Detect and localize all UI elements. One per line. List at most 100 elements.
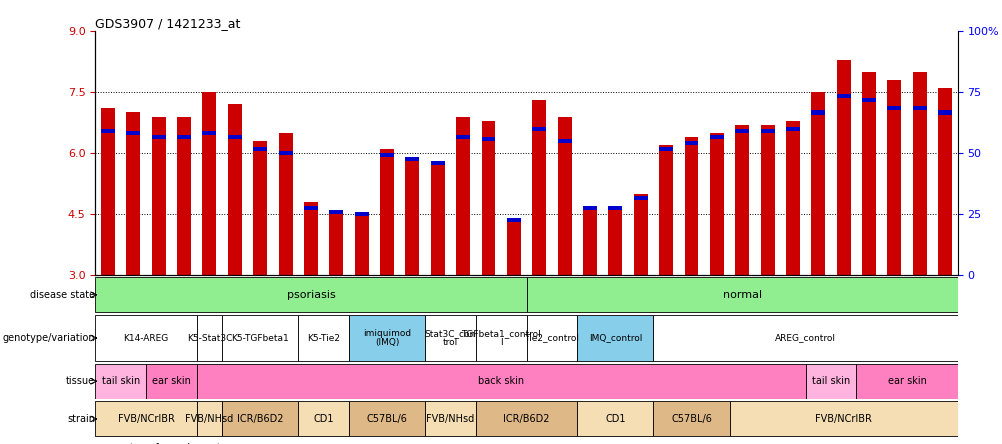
Bar bbox=[151, 135, 165, 139]
Text: tissue: tissue bbox=[66, 376, 95, 386]
Bar bbox=[95, 401, 196, 436]
Bar bbox=[608, 206, 621, 210]
Bar bbox=[481, 137, 495, 141]
Text: C57BL/6: C57BL/6 bbox=[670, 414, 711, 424]
Bar bbox=[304, 202, 318, 275]
Text: psoriasis: psoriasis bbox=[287, 290, 335, 300]
Bar bbox=[862, 72, 875, 275]
Bar bbox=[177, 135, 190, 139]
Text: FVB/NCrIBR: FVB/NCrIBR bbox=[815, 414, 872, 424]
Text: C57BL/6: C57BL/6 bbox=[367, 414, 407, 424]
Bar bbox=[836, 94, 850, 98]
Text: normal: normal bbox=[721, 290, 762, 300]
Bar bbox=[196, 364, 805, 399]
Bar bbox=[937, 88, 951, 275]
Bar bbox=[95, 315, 196, 361]
Bar bbox=[126, 112, 140, 275]
Text: ICR/B6D2: ICR/B6D2 bbox=[236, 414, 284, 424]
Bar bbox=[456, 135, 470, 139]
Bar bbox=[380, 149, 394, 275]
Bar bbox=[734, 129, 748, 133]
Text: ICR/B6D2: ICR/B6D2 bbox=[503, 414, 549, 424]
Bar bbox=[101, 108, 115, 275]
Text: AREG_control: AREG_control bbox=[775, 333, 836, 342]
Bar bbox=[856, 364, 957, 399]
Text: ■: ■ bbox=[105, 443, 115, 444]
Bar bbox=[475, 401, 577, 436]
Bar bbox=[349, 315, 425, 361]
Bar bbox=[425, 401, 475, 436]
Bar bbox=[279, 151, 293, 155]
Bar bbox=[658, 145, 672, 275]
Text: FVB/NCrIBR: FVB/NCrIBR bbox=[117, 414, 174, 424]
Bar bbox=[760, 129, 774, 133]
Bar bbox=[95, 278, 526, 312]
Bar bbox=[221, 401, 298, 436]
Text: tail skin: tail skin bbox=[811, 376, 850, 386]
Bar bbox=[202, 92, 216, 275]
Bar bbox=[355, 214, 369, 275]
Bar bbox=[887, 80, 901, 275]
Text: IMQ_control: IMQ_control bbox=[588, 333, 641, 342]
Bar bbox=[506, 218, 520, 275]
Text: imiquimod
(IMQ): imiquimod (IMQ) bbox=[363, 329, 411, 347]
Bar bbox=[456, 117, 470, 275]
Bar bbox=[652, 401, 728, 436]
Bar bbox=[912, 107, 926, 111]
Bar bbox=[811, 92, 825, 275]
Bar bbox=[349, 401, 425, 436]
Bar bbox=[683, 141, 697, 145]
Bar bbox=[227, 135, 241, 139]
Bar bbox=[836, 59, 850, 275]
Bar bbox=[786, 127, 800, 131]
Bar bbox=[355, 212, 369, 216]
Text: K5-Tie2: K5-Tie2 bbox=[307, 333, 340, 342]
Text: FVB/NHsd: FVB/NHsd bbox=[185, 414, 233, 424]
Bar bbox=[760, 125, 774, 275]
Bar bbox=[431, 161, 444, 275]
Text: strain: strain bbox=[67, 414, 95, 424]
Bar bbox=[652, 315, 957, 361]
Bar bbox=[146, 364, 196, 399]
Text: genotype/variation: genotype/variation bbox=[3, 333, 95, 343]
Bar bbox=[887, 107, 901, 111]
Text: ear skin: ear skin bbox=[152, 376, 190, 386]
Bar bbox=[683, 137, 697, 275]
Bar bbox=[734, 125, 748, 275]
Bar bbox=[506, 218, 520, 222]
Bar bbox=[805, 364, 856, 399]
Bar bbox=[380, 153, 394, 157]
Text: K5-TGFbeta1: K5-TGFbeta1 bbox=[231, 333, 289, 342]
Bar bbox=[481, 121, 495, 275]
Bar bbox=[196, 315, 221, 361]
Text: transformed count: transformed count bbox=[130, 443, 220, 444]
Bar bbox=[253, 147, 267, 151]
Bar bbox=[532, 127, 546, 131]
Bar bbox=[177, 117, 190, 275]
Bar bbox=[912, 72, 926, 275]
Bar bbox=[227, 104, 241, 275]
Bar bbox=[151, 117, 165, 275]
Bar bbox=[582, 206, 596, 210]
Text: Tie2_control: Tie2_control bbox=[524, 333, 579, 342]
Bar bbox=[126, 131, 140, 135]
Text: K5-Stat3C: K5-Stat3C bbox=[186, 333, 231, 342]
Text: TGFbeta1_control
l: TGFbeta1_control l bbox=[461, 329, 540, 347]
Text: FVB/NHsd: FVB/NHsd bbox=[426, 414, 474, 424]
Bar bbox=[709, 135, 723, 139]
Text: back skin: back skin bbox=[478, 376, 524, 386]
Bar bbox=[786, 121, 800, 275]
Text: tail skin: tail skin bbox=[101, 376, 139, 386]
Bar bbox=[279, 133, 293, 275]
Bar bbox=[728, 401, 957, 436]
Text: GDS3907 / 1421233_at: GDS3907 / 1421233_at bbox=[95, 17, 240, 30]
Bar bbox=[658, 147, 672, 151]
Bar bbox=[304, 206, 318, 210]
Text: K14-AREG: K14-AREG bbox=[123, 333, 168, 342]
Bar bbox=[633, 196, 647, 200]
Bar bbox=[557, 139, 571, 143]
Bar bbox=[405, 157, 419, 275]
Bar bbox=[329, 210, 343, 214]
Bar bbox=[608, 206, 621, 275]
Bar bbox=[298, 315, 349, 361]
